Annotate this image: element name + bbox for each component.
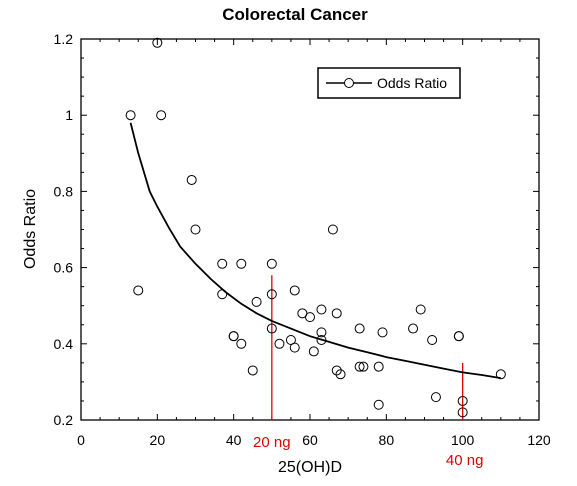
y-tick-label: 0.8 (54, 183, 74, 199)
legend-marker (344, 78, 354, 88)
data-point (373, 361, 384, 372)
data-point (289, 285, 300, 296)
data-point (495, 369, 506, 380)
data-point (217, 289, 228, 300)
data-point (289, 342, 300, 353)
legend-label: Odds Ratio (377, 75, 447, 91)
data-point (335, 369, 346, 380)
x-tick-label: 0 (77, 432, 85, 448)
reference-label-40ng: 40 ng (446, 452, 484, 469)
data-point (308, 346, 319, 357)
data-point (457, 395, 468, 406)
data-point (415, 304, 426, 315)
y-tick-label: 0.2 (54, 412, 74, 428)
data-point (266, 258, 277, 269)
data-point (430, 392, 441, 403)
y-tick-label: 1 (65, 107, 73, 123)
x-tick-label: 120 (527, 432, 551, 448)
data-point (354, 323, 365, 334)
x-tick-label: 20 (150, 432, 166, 448)
x-tick-label: 100 (451, 432, 475, 448)
data-point (217, 258, 228, 269)
data-point (331, 308, 342, 319)
y-tick-label: 1.2 (54, 31, 74, 47)
data-point (190, 224, 201, 235)
x-tick-label: 80 (379, 432, 395, 448)
data-point (457, 407, 468, 418)
data-point (453, 331, 464, 342)
data-point (156, 110, 167, 121)
chart-title: Colorectal Cancer (222, 5, 368, 24)
data-point (316, 327, 327, 338)
data-point (305, 312, 315, 323)
y-tick-label: 0.6 (54, 260, 74, 276)
data-point (152, 37, 163, 48)
y-axis-label: Odds Ratio (22, 189, 39, 269)
data-point (427, 334, 438, 345)
plot-area: 0 20 40 60 80 100 120 0.2 0.4 0.6 0.8 1 1.2 20 ng 40 n… (54, 31, 551, 469)
data-point (327, 224, 338, 235)
reference-label-20ng: 20 ng (253, 434, 291, 451)
data-point (354, 361, 365, 372)
data-point (236, 258, 247, 269)
data-point (373, 399, 384, 410)
data-point (377, 327, 388, 338)
data-point (266, 289, 277, 300)
fit-curve (129, 122, 501, 379)
data-point (316, 304, 327, 315)
data-point (228, 331, 239, 342)
y-tick-label: 0.4 (54, 336, 74, 352)
x-axis-label: 25(OH)D (278, 459, 342, 476)
data-point (316, 334, 327, 345)
data-point (133, 285, 144, 296)
plot-frame (80, 38, 540, 421)
data-point (125, 110, 136, 121)
x-tick-label: 40 (226, 432, 242, 448)
data-point (274, 338, 285, 349)
data-point (408, 323, 419, 334)
data-point (358, 361, 369, 372)
data-point (251, 296, 262, 307)
data-point (236, 338, 247, 349)
data-point (247, 365, 258, 376)
data-point (331, 365, 342, 376)
legend: Odds Ratio (317, 67, 461, 99)
data-point (186, 174, 197, 185)
x-tick-label: 60 (302, 432, 318, 448)
data-point (266, 323, 277, 334)
